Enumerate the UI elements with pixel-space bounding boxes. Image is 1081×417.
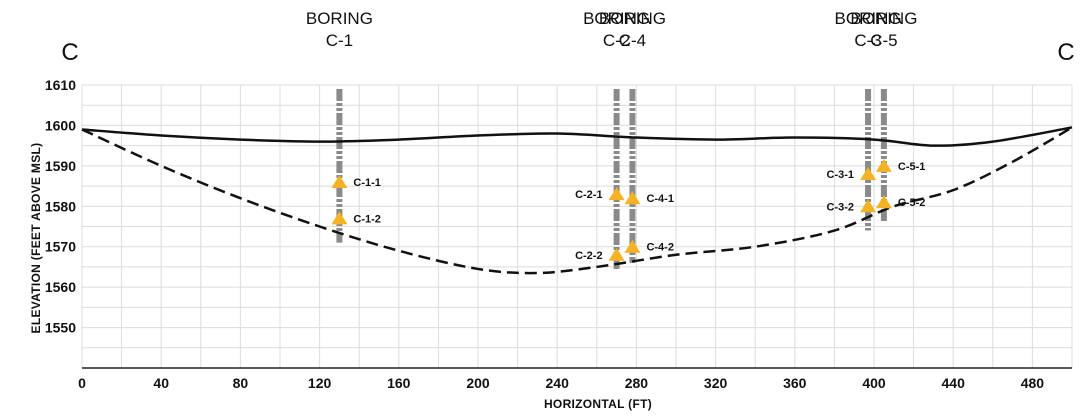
x-tick-label: 440	[942, 375, 966, 391]
sample-label: C-4-2	[646, 242, 674, 254]
y-tick-label: 1600	[45, 117, 76, 133]
boring-title: BORING	[599, 9, 666, 28]
sample-marker-C-2-2	[608, 247, 625, 261]
sample-marker-C-4-2	[624, 239, 641, 253]
section-letter-right: C	[1057, 39, 1074, 66]
samples: C-1-1 C-1-2 C-2-1 C-2-2 C-4-1 C-4-2 C-3-1 C-3-2…	[331, 158, 926, 262]
y-tick-label: 1560	[45, 279, 76, 295]
x-tick-label: 360	[783, 375, 807, 391]
boring-title: BORING	[306, 9, 373, 28]
boring-title: BORING	[583, 9, 650, 28]
x-tick-label: 0	[78, 375, 86, 391]
sample-marker-C-5-1	[875, 158, 892, 172]
x-tick-label: 80	[233, 375, 249, 391]
boring-id: C-1	[326, 31, 353, 50]
sample-label: C-2-1	[575, 189, 603, 201]
sample-label: C-4-1	[646, 193, 674, 205]
surfaces	[81, 126, 1073, 275]
boring-title: BORING	[850, 9, 917, 28]
x-tick-label: 160	[387, 375, 411, 391]
boring-title: BORING	[835, 9, 902, 28]
y-tick-label: 1550	[45, 320, 76, 336]
sample-marker-C-1-2	[331, 211, 348, 225]
sample-marker-C-5-2	[875, 195, 892, 209]
x-tick-label: 280	[625, 375, 649, 391]
sample-label: C-1-1	[353, 177, 381, 189]
axes: 0 40 80 120 160 200 240 280 320 360 400 440 480 1550 1…	[45, 77, 1072, 391]
y-tick-label: 1610	[45, 77, 76, 93]
sample-marker-C-1-1	[331, 175, 348, 189]
x-tick-label: 480	[1021, 375, 1045, 391]
section-letter-left: C	[61, 39, 78, 66]
sample-marker-C-3-2	[860, 199, 877, 213]
sample-label: C-3-2	[827, 201, 855, 213]
sample-marker-C-2-1	[608, 187, 625, 201]
ground-surface-line	[81, 126, 1073, 147]
sample-label: C-5-2	[898, 197, 926, 209]
boring-id: C-4	[619, 31, 646, 50]
boring-id: C-2	[603, 31, 630, 50]
x-tick-label: 400	[862, 375, 886, 391]
y-axis-label: ELEVATION (FEET ABOVE MSL)	[29, 143, 43, 334]
boring-id: C-5	[870, 31, 897, 50]
y-tick-label: 1590	[45, 158, 76, 174]
y-tick-label: 1570	[45, 239, 76, 255]
labels: BORING C-1 BORING C-2 BORING C-4 BORING C-3 BORI…	[306, 9, 918, 50]
x-tick-label: 200	[466, 375, 490, 391]
sample-label: C-2-2	[575, 250, 603, 262]
x-tick-label: 320	[704, 375, 728, 391]
sample-marker-C-4-1	[624, 191, 641, 205]
bedrock-surface-line	[81, 126, 1073, 275]
x-tick-label: 40	[153, 375, 169, 391]
y-tick-label: 1580	[45, 198, 76, 214]
grid	[81, 84, 1073, 369]
sample-label: C-5-1	[898, 161, 926, 173]
sample-label: C-3-1	[827, 169, 855, 181]
sample-label: C-1-2	[353, 213, 381, 225]
boring-id: C-3	[854, 31, 881, 50]
x-axis-label: HORIZONTAL (FT)	[544, 397, 652, 411]
sample-marker-C-3-1	[860, 166, 877, 180]
x-tick-label: 120	[308, 375, 332, 391]
borings	[336, 89, 887, 271]
x-tick-label: 240	[546, 375, 570, 391]
